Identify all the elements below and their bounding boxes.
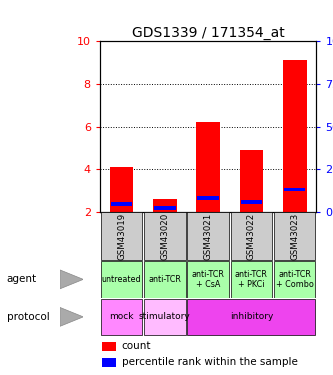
Text: stimulatory: stimulatory bbox=[139, 312, 191, 321]
Bar bbox=[102, 342, 116, 351]
Text: untreated: untreated bbox=[102, 275, 141, 284]
Bar bbox=[187, 298, 315, 335]
Text: GSM43020: GSM43020 bbox=[160, 213, 169, 260]
Bar bbox=[101, 261, 142, 298]
Text: anti-TCR
+ CsA: anti-TCR + CsA bbox=[192, 270, 224, 289]
Bar bbox=[111, 202, 132, 206]
Text: protocol: protocol bbox=[7, 312, 49, 322]
Title: GDS1339 / 171354_at: GDS1339 / 171354_at bbox=[132, 26, 284, 40]
Bar bbox=[231, 261, 272, 298]
Bar bbox=[144, 212, 185, 260]
Bar bbox=[101, 298, 142, 335]
Bar bbox=[144, 261, 185, 298]
Text: anti-TCR
+ Combo: anti-TCR + Combo bbox=[276, 270, 314, 289]
Bar bbox=[102, 358, 116, 367]
Bar bbox=[274, 212, 315, 260]
Text: mock: mock bbox=[109, 312, 134, 321]
Text: GSM43023: GSM43023 bbox=[290, 213, 299, 260]
Text: GSM43022: GSM43022 bbox=[247, 213, 256, 260]
Text: GSM43021: GSM43021 bbox=[203, 213, 213, 260]
Text: anti-TCR
+ PKCi: anti-TCR + PKCi bbox=[235, 270, 268, 289]
Bar bbox=[274, 261, 315, 298]
Bar bbox=[241, 200, 262, 204]
Bar bbox=[284, 188, 305, 191]
Polygon shape bbox=[60, 270, 83, 289]
Text: agent: agent bbox=[7, 274, 37, 284]
Text: count: count bbox=[122, 341, 151, 351]
Bar bbox=[153, 199, 177, 212]
Text: anti-TCR: anti-TCR bbox=[149, 275, 181, 284]
Bar bbox=[239, 150, 263, 212]
Bar bbox=[197, 196, 219, 200]
Bar bbox=[231, 212, 272, 260]
Bar bbox=[187, 212, 229, 260]
Bar bbox=[196, 122, 220, 212]
Bar bbox=[283, 60, 307, 212]
Text: GSM43019: GSM43019 bbox=[117, 213, 126, 260]
Text: percentile rank within the sample: percentile rank within the sample bbox=[122, 357, 297, 368]
Bar bbox=[187, 261, 229, 298]
Bar bbox=[110, 167, 134, 212]
Polygon shape bbox=[60, 308, 83, 326]
Bar bbox=[154, 206, 175, 210]
Text: inhibitory: inhibitory bbox=[230, 312, 273, 321]
Bar bbox=[101, 212, 142, 260]
Bar bbox=[144, 298, 185, 335]
